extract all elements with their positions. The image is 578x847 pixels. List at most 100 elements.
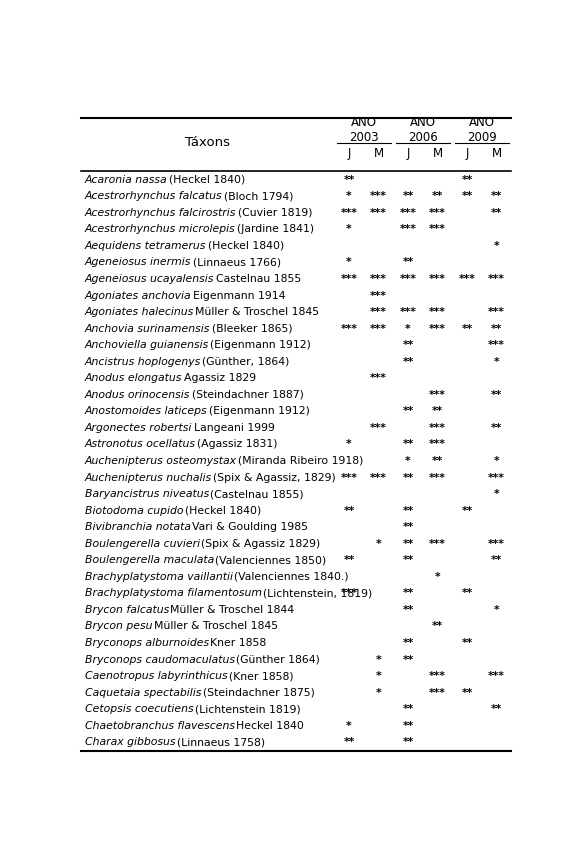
Text: (Heckel 1840): (Heckel 1840) — [208, 241, 284, 251]
Text: ***: *** — [429, 688, 446, 698]
Text: Brycon pesu: Brycon pesu — [85, 622, 152, 632]
Text: (Heckel 1840): (Heckel 1840) — [184, 506, 261, 516]
Text: ***: *** — [429, 440, 446, 450]
Text: **: ** — [402, 440, 414, 450]
Text: M: M — [491, 147, 502, 160]
Text: Auchenipterus nuchalis: Auchenipterus nuchalis — [85, 473, 212, 483]
Text: Agassiz 1829: Agassiz 1829 — [183, 374, 255, 383]
Text: **: ** — [491, 556, 502, 565]
Text: Acaronia nassa: Acaronia nassa — [85, 174, 168, 185]
Text: **: ** — [402, 357, 414, 367]
Text: Anostomoides laticeps: Anostomoides laticeps — [85, 407, 208, 417]
Text: **: ** — [402, 191, 414, 202]
Text: (Eigenmann 1912): (Eigenmann 1912) — [209, 407, 310, 417]
Text: Castelnau 1855: Castelnau 1855 — [216, 274, 301, 284]
Text: **: ** — [402, 655, 414, 665]
Text: (Spix & Agassiz, 1829): (Spix & Agassiz, 1829) — [213, 473, 336, 483]
Text: ***: *** — [429, 390, 446, 400]
Text: **: ** — [343, 174, 355, 185]
Text: M: M — [432, 147, 443, 160]
Text: *: * — [494, 489, 499, 499]
Text: (Lichtenstein 1819): (Lichtenstein 1819) — [195, 704, 301, 714]
Text: (Günther, 1864): (Günther, 1864) — [202, 357, 290, 367]
Text: **: ** — [461, 506, 473, 516]
Text: (Eigenmann 1912): (Eigenmann 1912) — [210, 340, 312, 350]
Text: Müller & Troschel 1844: Müller & Troschel 1844 — [171, 605, 295, 615]
Text: *: * — [435, 572, 440, 582]
Text: (Linnaeus 1766): (Linnaeus 1766) — [192, 257, 281, 268]
Text: Anodus elongatus: Anodus elongatus — [85, 374, 182, 383]
Text: **: ** — [343, 506, 355, 516]
Text: **: ** — [402, 589, 414, 598]
Text: *: * — [405, 456, 411, 466]
Text: ***: *** — [370, 191, 387, 202]
Text: Kner 1858: Kner 1858 — [210, 638, 266, 648]
Text: *: * — [405, 324, 411, 334]
Text: **: ** — [402, 473, 414, 483]
Text: **: ** — [461, 638, 473, 648]
Text: Cetopsis coecutiens: Cetopsis coecutiens — [85, 704, 194, 714]
Text: **: ** — [402, 257, 414, 268]
Text: **: ** — [402, 605, 414, 615]
Text: (Miranda Ribeiro 1918): (Miranda Ribeiro 1918) — [238, 456, 364, 466]
Text: Argonectes robertsi: Argonectes robertsi — [85, 423, 192, 433]
Text: Aequidens tetramerus: Aequidens tetramerus — [85, 241, 206, 251]
Text: Anchoviella guianensis: Anchoviella guianensis — [85, 340, 209, 350]
Text: ANO
2009: ANO 2009 — [467, 116, 497, 144]
Text: *: * — [376, 671, 381, 681]
Text: **: ** — [461, 191, 473, 202]
Text: **: ** — [402, 556, 414, 565]
Text: ANO
2003: ANO 2003 — [349, 116, 379, 144]
Text: ***: *** — [370, 473, 387, 483]
Text: Agoniates halecinus: Agoniates halecinus — [85, 307, 194, 317]
Text: ***: *** — [429, 671, 446, 681]
Text: (Valenciennes 1840.): (Valenciennes 1840.) — [234, 572, 349, 582]
Text: *: * — [494, 605, 499, 615]
Text: **: ** — [461, 324, 473, 334]
Text: ***: *** — [488, 671, 505, 681]
Text: M: M — [373, 147, 384, 160]
Text: **: ** — [432, 407, 443, 417]
Text: **: ** — [491, 208, 502, 218]
Text: **: ** — [402, 737, 414, 747]
Text: ***: *** — [429, 423, 446, 433]
Text: J: J — [347, 147, 351, 160]
Text: *: * — [346, 191, 352, 202]
Text: **: ** — [432, 622, 443, 632]
Text: ***: *** — [429, 539, 446, 549]
Text: Bivibranchia notata: Bivibranchia notata — [85, 523, 191, 532]
Text: (Linnaeus 1758): (Linnaeus 1758) — [177, 737, 265, 747]
Text: *: * — [346, 440, 352, 450]
Text: ***: *** — [399, 274, 417, 284]
Text: ***: *** — [429, 324, 446, 334]
Text: Brycon falcatus: Brycon falcatus — [85, 605, 169, 615]
Text: ***: *** — [488, 473, 505, 483]
Text: ***: *** — [488, 340, 505, 350]
Text: Müller & Troschel 1845: Müller & Troschel 1845 — [154, 622, 278, 632]
Text: **: ** — [491, 390, 502, 400]
Text: (Lichtenstein, 1819): (Lichtenstein, 1819) — [263, 589, 372, 598]
Text: **: ** — [402, 704, 414, 714]
Text: **: ** — [461, 688, 473, 698]
Text: J: J — [465, 147, 469, 160]
Text: ***: *** — [370, 423, 387, 433]
Text: **: ** — [343, 556, 355, 565]
Text: ***: *** — [340, 589, 357, 598]
Text: **: ** — [491, 191, 502, 202]
Text: ***: *** — [429, 224, 446, 235]
Text: Caquetaia spectabilis: Caquetaia spectabilis — [85, 688, 201, 698]
Text: *: * — [494, 357, 499, 367]
Text: Astronotus ocellatus: Astronotus ocellatus — [85, 440, 196, 450]
Text: Auchenipterus osteomystax: Auchenipterus osteomystax — [85, 456, 237, 466]
Text: Táxons: Táxons — [186, 136, 230, 149]
Text: **: ** — [491, 704, 502, 714]
Text: Ageneiosus inermis: Ageneiosus inermis — [85, 257, 191, 268]
Text: (Bloch 1794): (Bloch 1794) — [224, 191, 293, 202]
Text: ***: *** — [429, 274, 446, 284]
Text: Heckel 1840: Heckel 1840 — [236, 721, 304, 731]
Text: (Kner 1858): (Kner 1858) — [229, 671, 294, 681]
Text: ***: *** — [488, 539, 505, 549]
Text: **: ** — [402, 506, 414, 516]
Text: Acestrorhynchus falcirostris: Acestrorhynchus falcirostris — [85, 208, 236, 218]
Text: ***: *** — [370, 208, 387, 218]
